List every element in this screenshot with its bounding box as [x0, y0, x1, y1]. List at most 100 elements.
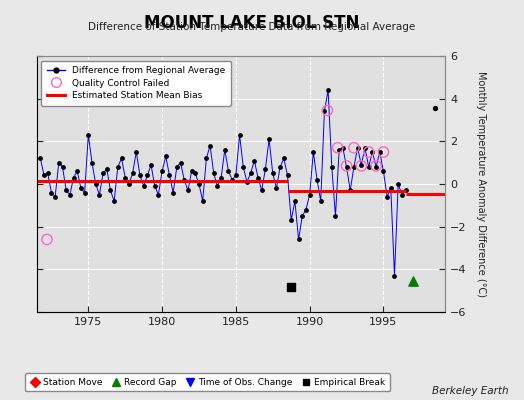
Point	[394, 181, 402, 187]
Point	[206, 142, 214, 149]
Point	[376, 149, 384, 155]
Point	[409, 278, 417, 284]
Point	[177, 160, 185, 166]
Point	[287, 284, 296, 291]
Point	[339, 144, 347, 151]
Point	[342, 164, 351, 170]
Point	[265, 136, 274, 142]
Point	[158, 168, 166, 174]
Point	[398, 192, 406, 198]
Point	[51, 194, 59, 200]
Point	[239, 164, 247, 170]
Point	[335, 147, 343, 153]
Point	[95, 192, 104, 198]
Point	[298, 213, 307, 219]
Point	[173, 164, 181, 170]
Point	[333, 144, 342, 151]
Text: Difference of Station Temperature Data from Regional Average: Difference of Station Temperature Data f…	[88, 22, 415, 32]
Point	[350, 164, 358, 170]
Point	[250, 157, 258, 164]
Point	[269, 170, 277, 176]
Point	[132, 149, 140, 155]
Legend: Difference from Regional Average, Quality Control Failed, Estimated Station Mean: Difference from Regional Average, Qualit…	[41, 60, 231, 106]
Point	[202, 155, 211, 162]
Point	[365, 164, 373, 170]
Point	[139, 183, 148, 189]
Point	[350, 144, 358, 151]
Point	[313, 176, 321, 183]
Point	[47, 189, 56, 196]
Point	[88, 160, 96, 166]
Point	[125, 181, 133, 187]
Point	[165, 172, 173, 179]
Point	[221, 147, 229, 153]
Point	[228, 176, 236, 183]
Point	[195, 181, 203, 187]
Point	[387, 185, 395, 192]
Point	[73, 168, 81, 174]
Point	[331, 213, 340, 219]
Point	[224, 168, 233, 174]
Point	[272, 185, 281, 192]
Point	[54, 160, 63, 166]
Point	[302, 206, 310, 213]
Point	[320, 108, 329, 115]
Point	[184, 187, 192, 194]
Point	[294, 236, 303, 243]
Point	[92, 181, 100, 187]
Point	[136, 172, 144, 179]
Point	[114, 164, 122, 170]
Point	[324, 87, 332, 93]
Point	[180, 176, 189, 183]
Point	[361, 144, 369, 151]
Point	[191, 170, 200, 176]
Point	[246, 170, 255, 176]
Legend: Station Move, Record Gap, Time of Obs. Change, Empirical Break: Station Move, Record Gap, Time of Obs. C…	[26, 374, 390, 392]
Point	[431, 105, 439, 112]
Point	[43, 170, 52, 176]
Text: MOUNT LAKE BIOL STN: MOUNT LAKE BIOL STN	[144, 14, 359, 32]
Point	[169, 189, 177, 196]
Point	[328, 164, 336, 170]
Point	[232, 172, 240, 179]
Point	[210, 170, 218, 176]
Point	[81, 189, 89, 196]
Point	[69, 174, 78, 181]
Point	[36, 155, 45, 162]
Point	[357, 163, 365, 169]
Point	[147, 162, 155, 168]
Point	[62, 187, 70, 194]
Point	[257, 187, 266, 194]
Y-axis label: Monthly Temperature Anomaly Difference (°C): Monthly Temperature Anomaly Difference (…	[476, 71, 486, 297]
Text: Berkeley Earth: Berkeley Earth	[432, 386, 508, 396]
Point	[323, 107, 332, 114]
Point	[106, 187, 115, 194]
Point	[365, 149, 373, 155]
Point	[401, 187, 410, 194]
Point	[110, 198, 118, 204]
Point	[368, 149, 377, 155]
Point	[243, 179, 251, 185]
Point	[305, 192, 314, 198]
Point	[77, 185, 85, 192]
Point	[217, 174, 225, 181]
Point	[379, 168, 388, 174]
Point	[383, 194, 391, 200]
Point	[103, 166, 111, 172]
Point	[261, 166, 269, 172]
Point	[342, 163, 351, 169]
Point	[121, 174, 129, 181]
Point	[287, 217, 296, 224]
Point	[213, 183, 222, 189]
Point	[188, 168, 196, 174]
Point	[128, 170, 137, 176]
Point	[357, 162, 365, 168]
Point	[372, 163, 380, 169]
Point	[84, 132, 93, 138]
Point	[235, 132, 244, 138]
Point	[117, 155, 126, 162]
Point	[99, 170, 107, 176]
Point	[58, 164, 67, 170]
Point	[66, 192, 74, 198]
Point	[143, 172, 151, 179]
